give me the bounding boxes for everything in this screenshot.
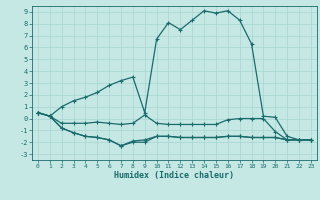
X-axis label: Humidex (Indice chaleur): Humidex (Indice chaleur) (115, 171, 234, 180)
